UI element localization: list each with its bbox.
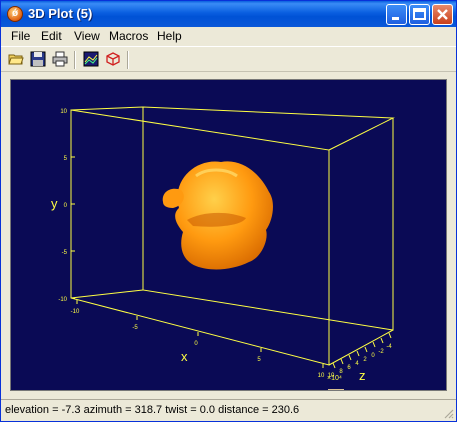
- x-tick-label: -10: [71, 309, 80, 315]
- toolbar-separator: [74, 51, 76, 69]
- minimize-icon: [392, 17, 399, 20]
- x-axis-label: x: [181, 349, 188, 364]
- y-tick-label: 5: [64, 156, 68, 162]
- toolbar-separator: [127, 51, 129, 69]
- menu-view[interactable]: View: [74, 29, 100, 43]
- minimize-button[interactable]: [386, 4, 407, 25]
- menu-file[interactable]: File: [11, 29, 31, 43]
- z-tick-label: -2: [378, 349, 384, 355]
- window-title: 3D Plot (5): [28, 6, 93, 21]
- menu-macros[interactable]: Macros: [109, 29, 149, 43]
- y-tick-label: -10: [58, 297, 67, 303]
- maximize-icon: [413, 8, 426, 20]
- z-tick-label: 8: [339, 369, 343, 375]
- menu-bar: File Edit View Macros Help: [1, 27, 456, 46]
- y-tick-label: 0: [64, 203, 68, 209]
- status-bar: elevation = -7.3 azimuth = 318.7 twist =…: [1, 399, 456, 421]
- rotate-3d-icon[interactable]: [105, 51, 121, 67]
- print-icon[interactable]: [52, 51, 68, 67]
- status-text: elevation = -7.3 azimuth = 318.7 twist =…: [5, 404, 300, 416]
- z-tick-labels: -4 -2 0 2 4 6 8 10: [328, 344, 393, 379]
- z-tick-label: 10: [328, 373, 335, 379]
- x-tick-label: 10: [318, 373, 325, 379]
- resize-grip-icon[interactable]: [442, 407, 454, 419]
- plot-canvas[interactable]: 10 5 0 -5 -10 y -10 -5 0 5 10 x -4 -2 0 …: [10, 79, 447, 391]
- z-tick-label: 4: [355, 361, 359, 367]
- menu-edit[interactable]: Edit: [41, 29, 62, 43]
- bounding-box: [70, 106, 395, 366]
- y-tick-label: 10: [60, 109, 67, 115]
- save-icon[interactable]: [30, 51, 46, 67]
- maximize-button[interactable]: [409, 4, 430, 25]
- z-tick-label: -4: [386, 344, 392, 350]
- z-axis-ticks: [332, 332, 392, 369]
- isosurface-blob: [162, 161, 273, 270]
- z-axis-multiplier: ×10⁴: [327, 375, 342, 382]
- plot-scroll-thumb[interactable]: [328, 389, 344, 391]
- x-tick-label: 5: [257, 357, 261, 363]
- toolbar: [1, 46, 456, 72]
- z-axis-label: z: [359, 368, 366, 383]
- y-axis-ticks: [71, 109, 75, 299]
- z-tick-label: 0: [371, 353, 375, 359]
- y-tick-label: -5: [62, 250, 68, 256]
- x-axis-ticks: [76, 300, 324, 368]
- y-axis-label: y: [51, 196, 58, 211]
- menu-help[interactable]: Help: [157, 29, 182, 43]
- x-tick-label: -5: [132, 325, 138, 331]
- surface-style-icon[interactable]: [83, 51, 99, 67]
- open-folder-icon[interactable]: [8, 51, 24, 67]
- x-tick-labels: -10 -5 0 5 10: [71, 309, 325, 379]
- idl-logo-icon[interactable]: ǿ: [7, 6, 23, 22]
- 3d-plot-scene[interactable]: 10 5 0 -5 -10 y -10 -5 0 5 10 x -4 -2 0 …: [11, 80, 447, 391]
- z-tick-label: 6: [347, 365, 351, 371]
- close-icon: [437, 9, 448, 20]
- x-tick-label: 0: [194, 341, 198, 347]
- close-button[interactable]: [432, 4, 453, 25]
- z-tick-label: 2: [363, 357, 367, 363]
- y-tick-labels: 10 5 0 -5 -10: [58, 109, 67, 303]
- title-bar[interactable]: ǿ 3D Plot (5): [1, 1, 456, 27]
